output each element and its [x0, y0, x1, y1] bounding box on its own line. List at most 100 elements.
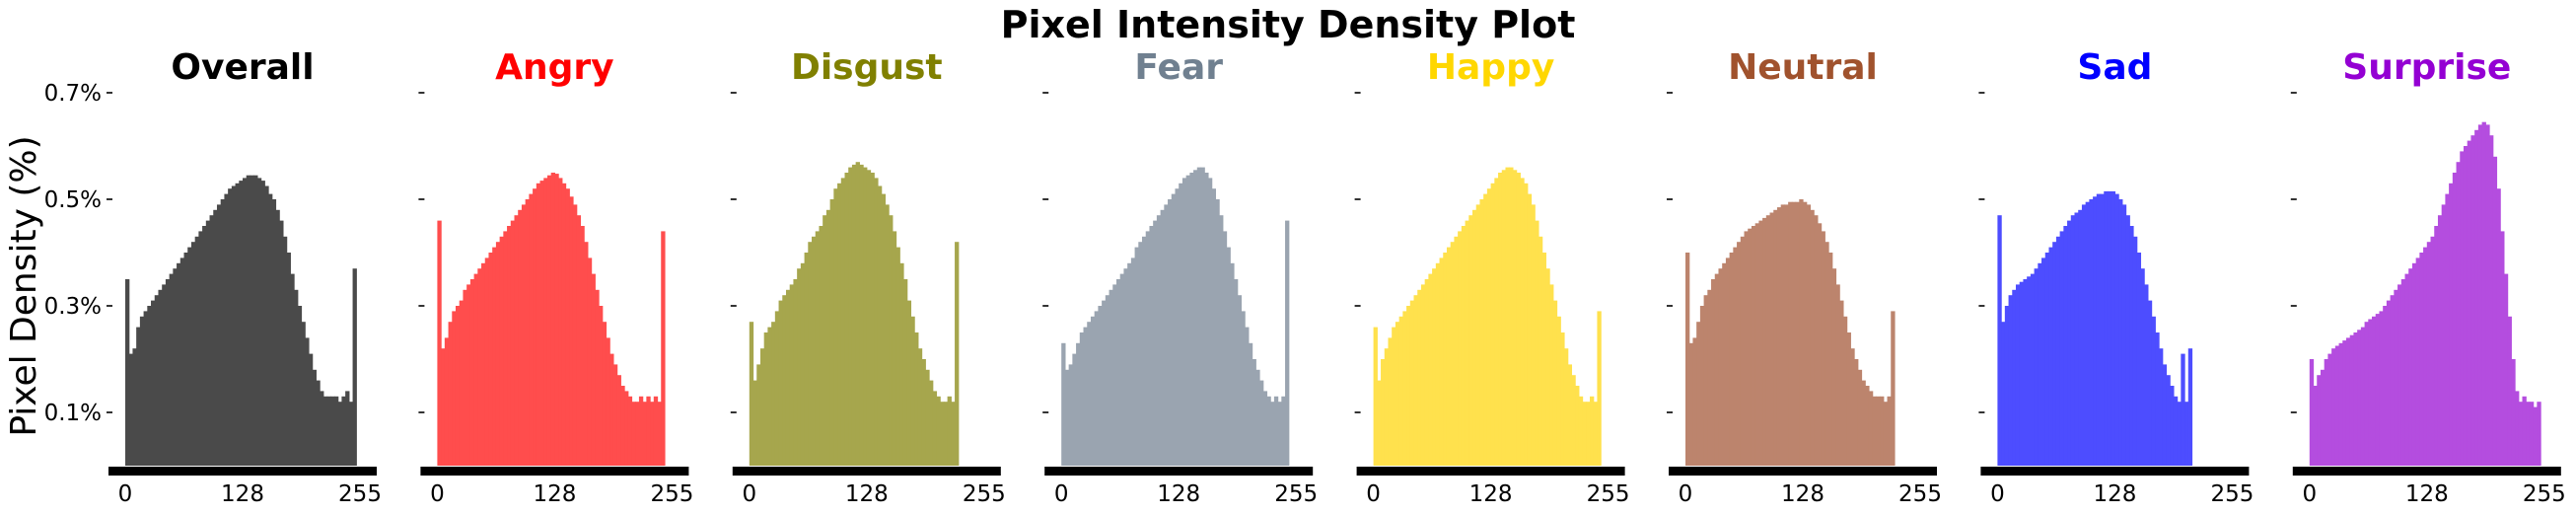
histogram-bar — [771, 322, 776, 466]
histogram-bar — [290, 273, 295, 466]
histogram-bar — [910, 316, 915, 466]
histogram-bar — [1880, 396, 1885, 466]
figure-title: Pixel Intensity Density Plot — [1001, 3, 1576, 46]
histogram-bar — [1748, 228, 1753, 466]
histogram-bar — [1105, 295, 1110, 466]
histogram-bar — [1168, 199, 1173, 466]
histogram-bar — [2383, 306, 2388, 466]
x-axis-line — [420, 467, 689, 476]
x-tick-label: 128 — [2405, 481, 2449, 507]
histogram-bar — [2118, 199, 2123, 466]
histogram-bar — [1516, 173, 1521, 466]
histogram-bar — [1076, 342, 1081, 466]
panel-overall: Overall 0 128 255 0.1% 0.3% 0.5% 0.7% — [44, 47, 382, 507]
histogram-bar — [955, 242, 960, 466]
x-tick-label: 0 — [1679, 481, 1693, 507]
histogram-bar — [341, 396, 346, 466]
histogram-bar — [183, 253, 188, 466]
histogram-bar — [136, 327, 141, 466]
histogram-bar — [1773, 209, 1778, 467]
histogram-bar — [2111, 190, 2115, 466]
histogram-bar — [1384, 348, 1390, 466]
histogram-bar — [1527, 193, 1533, 466]
histogram-bar — [250, 175, 254, 466]
histogram-bar — [1740, 236, 1746, 466]
histogram-bar — [1571, 375, 1576, 466]
histogram-bar — [2345, 337, 2351, 466]
histogram-bar — [1112, 284, 1117, 466]
histogram-bar — [1219, 215, 1224, 466]
histogram-bar — [1799, 199, 1804, 466]
histogram-bar — [763, 332, 768, 466]
histogram-bar — [2434, 226, 2439, 466]
histogram-bar — [1997, 215, 2002, 466]
histogram-bar — [1215, 199, 1220, 466]
histogram-bar — [1578, 396, 1584, 466]
histogram-bar — [1538, 236, 1543, 466]
histogram-bar — [1072, 353, 1077, 466]
histogram-bar — [554, 174, 559, 466]
x-tick-label: 0 — [1990, 481, 2005, 507]
histogram-bar — [653, 396, 659, 466]
histogram-bar — [2441, 204, 2446, 466]
histogram-bar — [1868, 391, 1874, 466]
histogram-bar — [2309, 359, 2315, 466]
histogram-bar — [782, 295, 787, 466]
histogram-bar — [2518, 402, 2524, 466]
histogram-bar — [1398, 316, 1403, 466]
histogram-bar — [1725, 258, 1731, 466]
histogram-bar — [543, 178, 548, 466]
histogram-bar — [333, 396, 339, 466]
histogram-bar — [305, 337, 310, 466]
histogram-bar — [2474, 129, 2479, 467]
histogram-bar — [1381, 359, 1386, 466]
histogram-bar — [2038, 262, 2042, 466]
histogram-bar — [889, 215, 894, 466]
x-tick-label: 0 — [118, 481, 133, 507]
histogram-bar — [243, 178, 248, 466]
histogram-bar — [921, 359, 926, 466]
histogram-bar — [1842, 316, 1848, 466]
histogram-bar — [297, 306, 303, 466]
histogram-bar — [1424, 279, 1429, 466]
histogram-bar — [1273, 396, 1279, 466]
histogram-bar — [2481, 121, 2486, 466]
x-tick-label: 255 — [963, 481, 1006, 507]
histogram-bar — [2055, 236, 2061, 466]
histogram-bar — [1175, 188, 1180, 466]
histogram-bar — [2419, 253, 2424, 466]
histogram-bar — [1707, 289, 1712, 466]
histogram-bar — [1185, 175, 1190, 466]
histogram-bar — [169, 273, 174, 466]
histogram-bar — [510, 220, 516, 466]
histogram-bar — [282, 236, 288, 466]
x-axis-line — [1980, 467, 2250, 476]
histogram-bar — [1828, 253, 1833, 466]
histogram-bar — [2522, 396, 2527, 466]
histogram-bar — [1087, 322, 1092, 466]
histogram-bar — [529, 193, 534, 466]
histogram-bar — [231, 185, 237, 466]
histogram-bar — [1454, 236, 1459, 466]
histogram-bar — [533, 188, 537, 466]
histogram-bar — [892, 231, 897, 466]
histogram-bar — [1402, 311, 1407, 466]
histogram-bar — [1237, 295, 1243, 466]
histogram-bar — [1520, 178, 1525, 466]
histogram-bar — [2526, 402, 2531, 466]
histogram-bar — [2360, 327, 2366, 466]
histogram-bar — [2104, 190, 2109, 466]
histogram-bar — [162, 284, 167, 466]
histogram-bar — [756, 364, 761, 466]
histogram-bar — [158, 289, 163, 466]
histogram-bar — [2368, 319, 2373, 466]
histogram-bar — [1494, 178, 1499, 466]
histogram-bar — [1255, 369, 1260, 466]
histogram-bar — [2327, 353, 2332, 466]
histogram-bar — [316, 380, 321, 466]
histogram-bar — [2085, 201, 2090, 466]
histogram-bar — [539, 181, 544, 466]
histogram-bar — [1083, 327, 1088, 466]
x-tick-label: 128 — [533, 481, 576, 507]
